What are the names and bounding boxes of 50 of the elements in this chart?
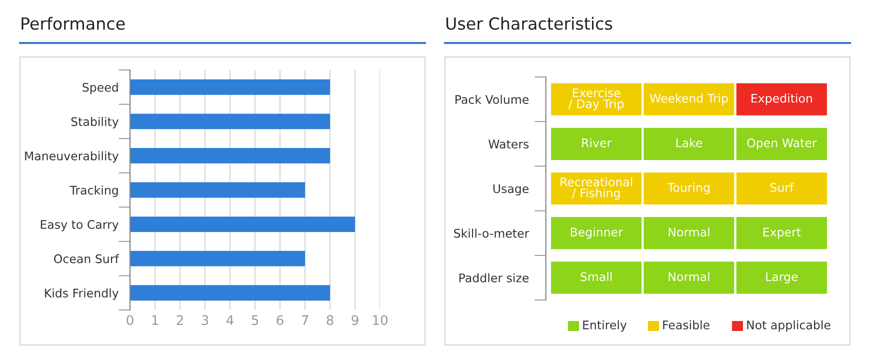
x-tick-label: 4 [226,315,234,325]
text: Surf [770,182,794,192]
text: Recreational / Fishing [560,177,632,200]
x-tick-label: 0 [126,315,134,326]
bar [130,79,330,95]
x-tick-label: 5 [252,315,258,326]
y-tick-label: Kids Friendly [45,288,119,300]
x-tick-label: 8 [326,315,334,326]
category-label: Pack Volume [456,94,529,104]
text: Exercise / Day Trip [568,88,624,110]
text: Expert [763,228,801,239]
x-tick-label: 9 [352,315,358,326]
bar [130,285,330,301]
text: Beginner [570,227,623,239]
bar [130,250,305,266]
bar [130,148,330,164]
y-tick-label: Maneuverability [25,151,119,163]
category-label: Paddler size [459,273,529,282]
x-tick-label: 6 [276,315,284,326]
bar [130,182,305,198]
x-tick-label: 7 [302,315,308,325]
text: Not applicable [747,320,830,332]
bar [130,114,330,130]
text: Entirely [583,320,627,332]
x-tick-label: 10 [373,315,388,326]
text: Normal [668,227,710,237]
x-tick-label: 3 [202,315,208,326]
y-tick-label: Stability [71,116,119,128]
text: Large [766,272,798,284]
category-label: Waters [488,140,529,149]
text: Touring [667,182,710,194]
text: Open Water [747,138,817,150]
text: Expedition [752,94,812,106]
text: Feasible [663,320,710,330]
text: Lake [676,138,702,148]
x-tick-label: 2 [176,315,183,325]
text: Weekend Trip [650,94,728,106]
y-tick-label: Ocean Surf [54,254,120,264]
text: Normal [668,272,710,282]
text: River [582,138,612,148]
y-tick-label: Easy to Carry [40,220,119,232]
y-tick-label: Speed [82,82,118,94]
text: User Characteristics [446,16,612,30]
category-label: Usage [493,184,529,196]
x-tick-label: 1 [152,315,158,325]
y-tick-label: Tracking [70,186,118,197]
bar [130,216,355,232]
category-label: Skill-o-meter [454,228,530,238]
chart-title: Performance [22,16,125,30]
text: Small [580,272,612,282]
